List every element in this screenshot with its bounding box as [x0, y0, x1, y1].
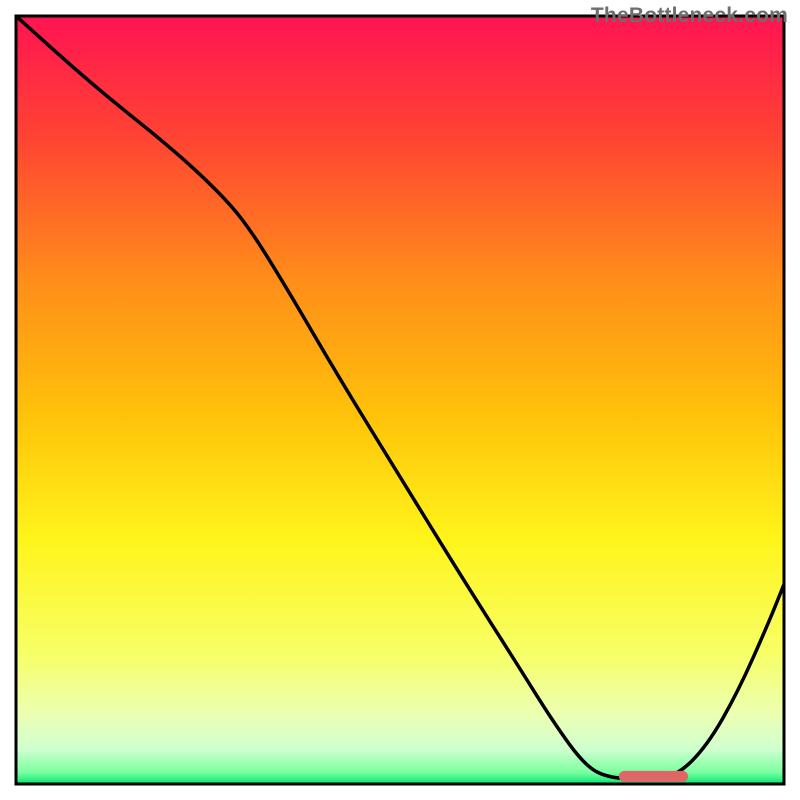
chart-background-gradient [16, 16, 784, 784]
optimal-range-marker [619, 771, 688, 782]
bottleneck-curve-chart [0, 0, 800, 800]
chart-canvas: TheBottleneck.com [0, 0, 800, 800]
watermark-text: TheBottleneck.com [591, 4, 788, 28]
